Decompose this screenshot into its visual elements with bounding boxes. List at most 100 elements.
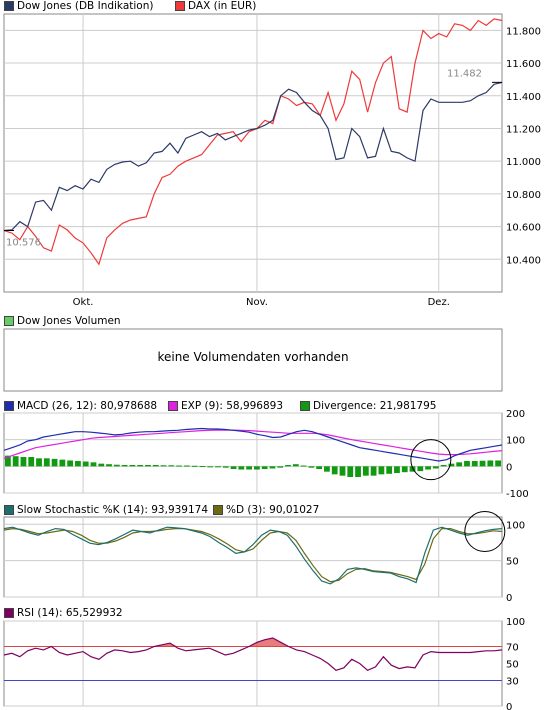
legend-swatch-rsi [4, 608, 14, 618]
divergence-bar [20, 457, 27, 467]
divergence-bar [339, 466, 346, 476]
divergence-bar [168, 465, 175, 467]
legend-rsi: RSI (14): 65,529932 [17, 607, 123, 619]
divergence-bar [464, 461, 470, 467]
legend-swatch-volume [4, 316, 14, 326]
divergence-bar [440, 465, 447, 467]
grid-lines [4, 14, 502, 707]
divergence-bar [207, 466, 214, 468]
stoch-k-line [3, 526, 503, 585]
rsi-tick-label: 30 [506, 677, 519, 688]
divergence-bar [36, 458, 42, 467]
macd-tick-label: 200 [506, 409, 525, 420]
divergence-bar [254, 466, 260, 470]
panel-frame-rsi [3, 620, 503, 707]
x-tick-label: Dez. [428, 297, 450, 308]
divergence-bar [417, 466, 424, 472]
legend-dow: Dow Jones (DB Indikation) [17, 0, 154, 12]
divergence-bar [183, 465, 190, 467]
dow-line [3, 81, 503, 232]
legend-swatch-dow [4, 1, 14, 11]
divergence-bar [277, 466, 284, 468]
divergence-bar [316, 466, 323, 469]
price-tick-label: 11.000 [506, 157, 541, 168]
panel-frame-price [3, 13, 503, 293]
axis-labels: 10.400 10.600 10.800 11.000 11.200 11.400 11.6… [73, 26, 541, 710]
dax-line [3, 18, 503, 266]
divergence-bar [495, 460, 501, 467]
divergence-bar [347, 466, 354, 477]
divergence-bar [425, 466, 431, 470]
divergence-bar [261, 466, 268, 469]
stoch-tick-label: 100 [506, 520, 525, 531]
series-lines [3, 18, 503, 671]
x-tick-label: Nov. [246, 297, 268, 308]
divergence-bar [152, 465, 159, 467]
divergence-bar [90, 462, 97, 467]
divergence-bar [370, 466, 377, 476]
divergence-bar [121, 465, 128, 467]
divergence-bar [456, 462, 463, 467]
divergence-bar [308, 466, 315, 468]
exp-line [3, 429, 503, 459]
legend-exp: EXP (9): 58,996893 [181, 400, 284, 412]
stoch-highlight-circle [464, 511, 506, 553]
divergence-bar [292, 464, 299, 467]
divergence-bar [394, 466, 400, 473]
divergence-bar [191, 465, 198, 467]
divergence-bar [5, 455, 11, 467]
stoch-d-line [3, 527, 503, 583]
volume-message: keine Volumendaten vorhanden [157, 350, 349, 364]
panel-frame-volume [3, 328, 503, 392]
divergence-bar [362, 466, 369, 476]
divergence-bar [67, 460, 74, 467]
price-tick-label: 11.200 [506, 124, 541, 135]
x-tick-label: Okt. [73, 297, 94, 308]
divergence-bar [43, 458, 50, 467]
divergence-bar [432, 466, 439, 469]
end-value-label: 11.482 [447, 68, 482, 79]
macd-tick-label: 100 [506, 436, 525, 447]
divergence-bar [160, 465, 167, 467]
price-tick-label: 11.800 [506, 26, 541, 37]
divergence-bar [401, 466, 408, 473]
rsi-bands [4, 646, 502, 681]
divergence-bar [129, 465, 136, 467]
divergence-bar [238, 466, 245, 470]
price-tick-label: 11.600 [506, 59, 541, 70]
macd-highlight-circle [410, 439, 452, 481]
rsi-tick-label: 0 [506, 702, 512, 710]
price-tick-label: 10.400 [506, 255, 541, 266]
start-value-label: 10.576 [6, 238, 41, 249]
legend-volume: Dow Jones Volumen [17, 315, 121, 327]
legend-swatch-macd [4, 401, 14, 411]
rsi-tick-label: 70 [506, 643, 519, 654]
divergence-bar [215, 466, 221, 468]
divergence-bar [176, 465, 182, 467]
annotations: 10.576 11.482 [4, 68, 506, 553]
divergence-bar [300, 465, 307, 467]
divergence-bar [448, 463, 455, 467]
divergence-bar [487, 460, 494, 467]
stoch-tick-label: 0 [506, 593, 512, 604]
divergence-bar [199, 466, 206, 468]
rsi-tick-label: 100 [506, 617, 525, 628]
divergence-bars [5, 455, 501, 477]
divergence-bar [324, 466, 330, 472]
legend-swatch-dax [175, 1, 185, 11]
divergence-bar [12, 456, 19, 467]
price-tick-label: 11.400 [506, 92, 541, 103]
stoch-tick-label: 50 [506, 557, 519, 568]
divergence-bar [137, 465, 144, 467]
divergence-bar [378, 466, 385, 475]
legend-macd: MACD (26, 12): 80,978688 [17, 400, 158, 412]
divergence-bar [51, 458, 58, 467]
divergence-bar [113, 464, 120, 467]
divergence-bar [331, 466, 338, 475]
legend-divergence: Divergence: 21,981795 [313, 400, 437, 412]
divergence-bar [246, 466, 252, 470]
divergence-bar [75, 461, 81, 467]
divergence-bar [409, 466, 416, 472]
divergence-bar [145, 465, 151, 467]
